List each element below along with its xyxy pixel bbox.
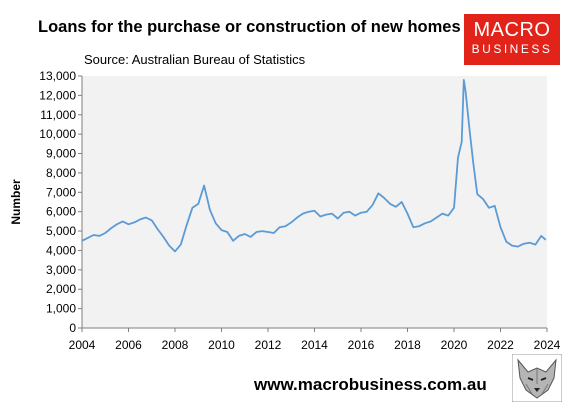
y-tick-label: 2,000 — [46, 282, 76, 296]
wolf-mascot-icon — [512, 354, 562, 402]
chart-source: Source: Australian Bureau of Statistics — [84, 52, 306, 67]
plot-area — [82, 76, 547, 328]
x-axis-ticks: 2004 2006 2008 2010 2012 2014 2016 2018 2020 2022… — [69, 328, 561, 352]
y-tick-label: 5,000 — [46, 224, 76, 238]
macrobusiness-logo[interactable]: MACRO BUSINESS — [464, 14, 560, 65]
y-axis-label: Number — [9, 179, 23, 225]
x-tick-label: 2008 — [162, 338, 189, 352]
y-tick-label: 8,000 — [46, 166, 76, 180]
x-tick-label: 2018 — [394, 338, 421, 352]
footer-url[interactable]: www.macrobusiness.com.au — [254, 375, 487, 394]
x-tick-label: 2006 — [115, 338, 142, 352]
x-tick-label: 2024 — [534, 338, 561, 352]
x-tick-label: 2004 — [69, 338, 96, 352]
series-line — [81, 79, 547, 253]
y-tick-label: 10,000 — [39, 127, 76, 141]
y-tick-label: 12,000 — [39, 88, 76, 102]
y-tick-label: 7,000 — [46, 185, 76, 199]
logo-line-1: MACRO — [473, 19, 551, 41]
y-tick-label: 0 — [69, 321, 76, 335]
y-tick-label: 4,000 — [46, 243, 76, 257]
x-tick-label: 2022 — [487, 338, 514, 352]
y-tick-label: 13,000 — [39, 69, 76, 83]
x-tick-label: 2014 — [301, 338, 328, 352]
y-tick-label: 3,000 — [46, 263, 76, 277]
y-tick-label: 1,000 — [46, 302, 76, 316]
y-tick-label: 9,000 — [46, 147, 76, 161]
logo-line-2: BUSINESS — [471, 42, 553, 56]
x-tick-label: 2016 — [348, 338, 375, 352]
y-axis-ticks: 0 1,000 2,000 3,000 4,000 5,000 6,000 7,000 8,00… — [39, 69, 82, 335]
x-tick-label: 2020 — [441, 338, 468, 352]
x-tick-label: 2012 — [255, 338, 282, 352]
x-tick-label: 2010 — [208, 338, 235, 352]
y-tick-label: 11,000 — [40, 108, 76, 122]
chart-title: Loans for the purchase or construction o… — [38, 18, 461, 36]
y-tick-label: 6,000 — [46, 205, 76, 219]
